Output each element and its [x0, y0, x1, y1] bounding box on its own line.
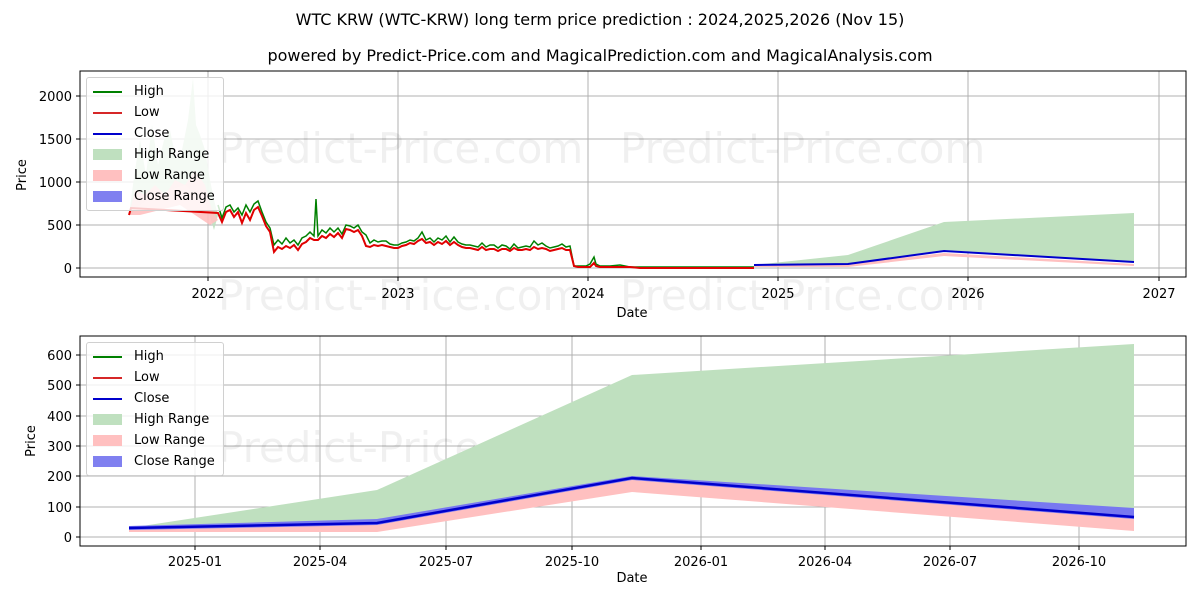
x-tick-label: 2025-04 — [293, 555, 347, 570]
x-tick-label: 2024 — [571, 287, 604, 302]
legend-swatch — [93, 111, 122, 114]
x-tick-label: 2025-07 — [419, 555, 473, 570]
top-axes-frame — [79, 70, 1187, 278]
chart-title: WTC KRW (WTC-KRW) long term price predic… — [295, 10, 905, 29]
legend-item-low: Low — [93, 367, 215, 388]
y-axis-label: Price — [24, 425, 39, 457]
legend-label: Low Range — [134, 433, 205, 448]
legend-item-close-range: Close Range — [93, 186, 215, 207]
bottom-axes-frame — [79, 335, 1187, 547]
x-tick-label: 2026-07 — [923, 555, 977, 570]
legend-swatch — [93, 355, 122, 358]
y-tick-label: 500 — [47, 379, 72, 394]
legend-swatch — [93, 456, 122, 467]
legend-swatch — [93, 435, 122, 446]
bottom-chart: Predict-Price.com Predict-Price.com 2025… — [24, 335, 1187, 586]
legend-swatch — [93, 376, 122, 379]
legend-label: Close — [134, 391, 170, 406]
x-axis-label: Date — [616, 306, 647, 321]
top-ticks — [76, 95, 1160, 281]
y-tick-label: 500 — [47, 219, 72, 234]
x-tick-label: 2026-01 — [674, 555, 728, 570]
legend-item-high: High — [93, 346, 215, 367]
watermark: Predict-Price.com — [218, 124, 583, 173]
legend-swatch — [93, 132, 122, 135]
legend-swatch — [93, 414, 122, 425]
high-range-area — [129, 344, 1134, 529]
top-legend: High Low Close High Range Low Range Clos… — [86, 77, 224, 211]
legend-label: High — [134, 84, 164, 99]
x-tick-label: 2026-04 — [798, 555, 852, 570]
watermark: Predict-Price.com — [620, 271, 985, 320]
watermark: Predict-Price.com — [620, 124, 985, 173]
y-tick-label: 0 — [64, 262, 72, 277]
x-tick-label: 2022 — [191, 287, 224, 302]
legend-label: Low — [134, 105, 160, 120]
x-tick-label: 2027 — [1142, 287, 1175, 302]
legend-item-high: High — [93, 81, 215, 102]
forecast-high-range-top — [754, 213, 1134, 265]
legend-label: High Range — [134, 412, 210, 427]
watermark: Predict-Price.com — [218, 271, 583, 320]
bottom-ticks — [76, 354, 1080, 550]
x-axis-label: Date — [616, 571, 647, 586]
y-tick-label: 0 — [64, 531, 72, 546]
legend-swatch — [93, 191, 122, 202]
legend-swatch — [93, 149, 122, 160]
forecast-close-line-top — [753, 249, 1135, 266]
legend-label: Low — [134, 370, 160, 385]
y-tick-label: 1000 — [39, 176, 72, 191]
bottom-legend: High Low Close High Range Low Range Clos… — [86, 342, 224, 476]
legend-label: High — [134, 349, 164, 364]
chart-subtitle: powered by Predict-Price.com and Magical… — [267, 46, 933, 65]
legend-label: High Range — [134, 147, 210, 162]
legend-swatch — [93, 90, 122, 93]
x-tick-label: 2025-01 — [168, 555, 222, 570]
y-tick-label: 1500 — [39, 133, 72, 148]
legend-label: Close Range — [134, 189, 215, 204]
legend-swatch — [93, 170, 122, 181]
y-tick-label: 100 — [47, 501, 72, 516]
y-tick-label: 200 — [47, 470, 72, 485]
legend-label: Close Range — [134, 454, 215, 469]
y-tick-label: 300 — [47, 440, 72, 455]
y-tick-label: 400 — [47, 410, 72, 425]
historical-high-line — [217, 198, 754, 268]
legend-item-low-range: Low Range — [93, 430, 215, 451]
forecast-low-range-top — [754, 253, 1134, 267]
legend-item-high-range: High Range — [93, 144, 215, 165]
legend-swatch — [93, 397, 122, 400]
y-axis-label: Price — [15, 159, 30, 191]
y-tick-label: 2000 — [39, 90, 72, 105]
close-line — [128, 476, 1135, 530]
legend-label: Low Range — [134, 168, 205, 183]
historical-low-line — [128, 205, 754, 269]
legend-item-low-range: Low Range — [93, 165, 215, 186]
legend-label: Close — [134, 126, 170, 141]
close-range-area — [129, 476, 1134, 530]
x-tick-label: 2023 — [381, 287, 414, 302]
y-tick-label: 600 — [47, 349, 72, 364]
legend-item-low: Low — [93, 102, 215, 123]
x-tick-label: 2026 — [951, 287, 984, 302]
legend-item-high-range: High Range — [93, 409, 215, 430]
x-tick-label: 2025-10 — [545, 555, 599, 570]
legend-item-close: Close — [93, 388, 215, 409]
x-tick-label: 2026-10 — [1052, 555, 1106, 570]
x-tick-label: 2025 — [761, 287, 794, 302]
legend-item-close: Close — [93, 123, 215, 144]
legend-item-close-range: Close Range — [93, 451, 215, 472]
